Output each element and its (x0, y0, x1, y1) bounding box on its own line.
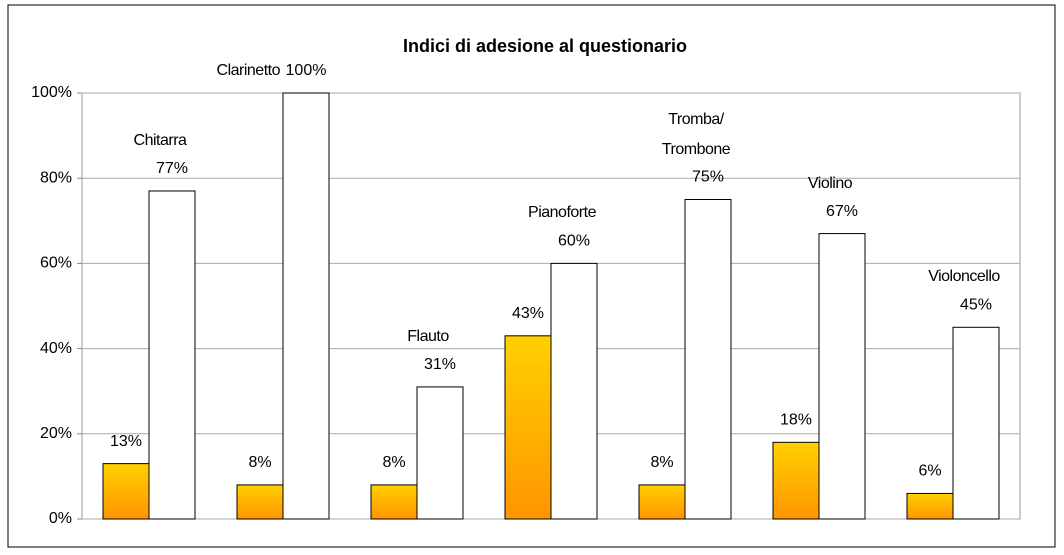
bar (952, 326, 1000, 520)
y-tick-label: 100% (31, 84, 72, 101)
value-label: 67% (826, 203, 858, 220)
chart-title: Indici di adesione al questionario (403, 36, 687, 56)
value-label: 18% (780, 412, 812, 429)
category-label: Tromba/ Trombone (661, 110, 731, 158)
bar (148, 190, 196, 520)
category-label: Violino (807, 174, 853, 192)
value-label: 8% (248, 454, 271, 471)
y-tick-label: 40% (40, 340, 72, 357)
bar (370, 484, 418, 520)
bar (102, 463, 150, 520)
value-label: 13% (110, 433, 142, 450)
bar (550, 262, 598, 520)
value-label: 8% (650, 454, 673, 471)
bar (282, 92, 330, 520)
value-label: 75% (692, 169, 724, 186)
y-tick-label: 60% (40, 255, 72, 272)
value-label: 77% (156, 160, 188, 177)
y-tick-label: 80% (40, 169, 72, 186)
bar (684, 199, 732, 520)
category-label: Flauto (407, 327, 449, 345)
category-label: Violoncello (928, 268, 1000, 286)
bar (504, 335, 552, 520)
bar (906, 492, 954, 520)
bar (236, 484, 284, 520)
category-label: Clarinetto (216, 62, 281, 79)
value-label: 8% (382, 454, 405, 471)
y-tick-label: 0% (49, 510, 72, 527)
value-label: 100% (286, 62, 327, 79)
value-label: 60% (558, 233, 590, 250)
value-label: 43% (512, 305, 544, 322)
bar (818, 233, 866, 520)
category-label: Pianoforte (528, 204, 596, 222)
bar (638, 484, 686, 520)
bar (772, 441, 820, 520)
value-label: 31% (424, 356, 456, 373)
value-label: 6% (918, 463, 941, 480)
value-label: 45% (960, 297, 992, 314)
bar (416, 386, 464, 520)
category-label: Chitarra (133, 131, 187, 149)
y-tick-label: 20% (40, 425, 72, 442)
